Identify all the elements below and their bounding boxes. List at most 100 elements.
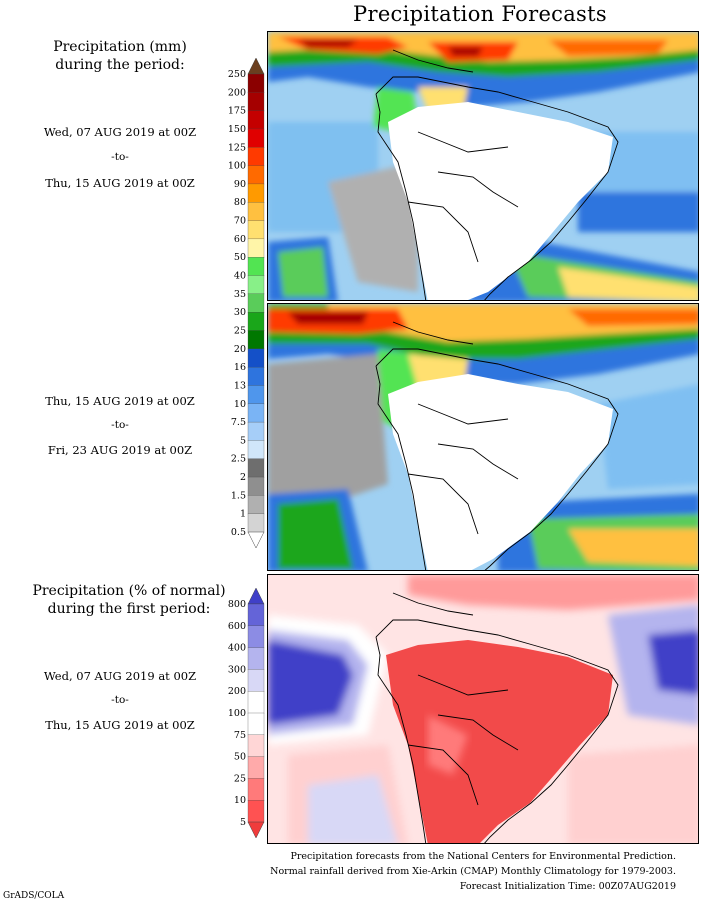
period2-to: -to- (111, 419, 129, 431)
mm-colorbar-tick-label: 35 (234, 289, 246, 300)
map-panel-percent-normal (267, 574, 699, 844)
period1-start: Wed, 07 AUG 2019 at 00Z (43, 125, 197, 139)
pct-colorbar-tick-label: 10 (234, 795, 246, 806)
pct-colorbar-tick-label: 600 (228, 621, 246, 632)
mm-colorbar-swatch (247, 110, 265, 130)
mm-colorbar-tick-label: 1 (240, 509, 246, 520)
pct-colorbar: 800 600 400 300 200 100 75 50 25 10 5 (228, 587, 294, 839)
pct-header-line2: during the first period: (47, 601, 211, 617)
mm-colorbar-tick-label: 40 (234, 271, 246, 282)
footer-line1: Precipitation forecasts from the Nationa… (290, 851, 677, 862)
mm-colorbar-swatch (247, 165, 265, 185)
period3-start: Wed, 07 AUG 2019 at 00Z (43, 669, 197, 683)
period3-end: Thu, 15 AUG 2019 at 00Z (45, 718, 195, 732)
footer-line2: Normal rainfall derived from Xie-Arkin (… (270, 866, 676, 877)
pct-colorbar-svg: 800 600 400 300 200 100 75 50 25 10 5 (228, 587, 265, 839)
pct-colorbar-swatch (247, 691, 265, 714)
mm-colorbar-tick-label: 20 (234, 344, 246, 355)
pct-colorbar-bottom-arrow (247, 821, 265, 839)
mm-colorbar-swatch (247, 73, 265, 93)
mm-colorbar-tick-label: 100 (228, 161, 246, 172)
pct-colorbar-tick-label: 5 (240, 817, 246, 828)
period3-to: -to- (111, 694, 129, 706)
mm-colorbar-swatch (247, 403, 265, 423)
mm-colorbar-swatch (247, 366, 265, 386)
pct-colorbar-swatch (247, 669, 265, 692)
mm-colorbar-tick-label: 60 (234, 234, 246, 245)
pct-colorbar-tick-label: 25 (234, 773, 246, 784)
footer-line3: Forecast Initialization Time: 00Z07AUG20… (459, 881, 676, 892)
period2-end: Fri, 23 AUG 2019 at 00Z (47, 443, 193, 457)
mm-colorbar-svg: 2502001751501251009080706050403530252016… (228, 57, 265, 549)
mm-colorbar-swatch (247, 257, 265, 277)
mm-colorbar-tick-label: 70 (234, 216, 246, 227)
mm-colorbar-tick-label: 0.5 (231, 527, 246, 538)
mm-colorbar-swatch (247, 476, 265, 496)
mm-colorbar-tick-label: 30 (234, 307, 246, 318)
mm-colorbar: 250 200 175 150 125 100 90 80 70 60 50 40 35 30 25 20 16… (228, 57, 294, 549)
pct-colorbar-tick-label: 50 (234, 752, 246, 763)
mm-colorbar-swatch (247, 293, 265, 313)
mm-colorbar-tick-label: 50 (234, 252, 246, 263)
mm-colorbar-tick-label: 1.5 (231, 490, 246, 501)
mm-colorbar-swatch (247, 458, 265, 478)
pct-colorbar-tick-label: 800 (228, 599, 246, 610)
pct-colorbar-tick-label: 400 (228, 643, 246, 654)
mm-colorbar-swatch (247, 348, 265, 368)
mm-colorbar-top-arrow (247, 57, 265, 75)
mm-colorbar-tick-label: 2 (240, 472, 246, 483)
mm-colorbar-swatch (247, 421, 265, 441)
pct-colorbar-swatch (247, 625, 265, 649)
mm-colorbar-tick-label: 80 (234, 197, 246, 208)
mm-colorbar-swatch (247, 147, 265, 167)
mm-colorbar-tick-label: 125 (228, 142, 246, 153)
mm-colorbar-swatch (247, 275, 265, 295)
mm-colorbar-swatch (247, 238, 265, 258)
mm-colorbar-tick-label: 175 (228, 106, 246, 117)
mm-colorbar-tick-label: 2.5 (231, 454, 246, 465)
map-panel-week1 (267, 31, 699, 301)
pct-colorbar-swatch (247, 734, 265, 758)
pct-colorbar-swatch (247, 603, 265, 627)
pct-colorbar-swatch (247, 647, 265, 670)
mm-colorbar-tick-label: 16 (234, 362, 246, 373)
pct-colorbar-tick-label: 300 (228, 664, 246, 675)
pct-colorbar-swatch (247, 778, 265, 801)
mm-colorbar-swatch (247, 385, 265, 405)
mm-colorbar-swatch (247, 495, 265, 515)
mm-header: Precipitation (mm) during the period: (40, 38, 200, 74)
pct-colorbar-tick-label: 100 (228, 708, 246, 719)
period1-to: -to- (111, 151, 129, 163)
mm-colorbar-tick-label: 150 (228, 124, 246, 135)
mm-colorbar-swatch (247, 330, 265, 350)
pct-header-line1: Precipitation (% of normal) (32, 583, 226, 599)
mm-colorbar-swatch (247, 440, 265, 460)
mm-colorbar-swatch (247, 183, 265, 203)
mm-colorbar-swatch (247, 128, 265, 148)
grads-credit: GrADS/COLA (3, 891, 65, 901)
mm-colorbar-swatch (247, 92, 265, 112)
mm-colorbar-tick-label: 25 (234, 325, 246, 336)
pct-colorbar-tick-label: 75 (234, 730, 246, 741)
mm-colorbar-tick-label: 13 (234, 380, 246, 391)
map-panel-week2 (267, 303, 699, 571)
mm-colorbar-swatch (247, 312, 265, 332)
pct-colorbar-tick-label: 200 (228, 686, 246, 697)
mm-header-line2: during the period: (55, 57, 185, 73)
mm-colorbar-swatch (247, 202, 265, 222)
pct-colorbar-swatch (247, 800, 265, 823)
mm-colorbar-swatch (247, 513, 265, 533)
mm-colorbar-tick-label: 5 (240, 435, 246, 446)
mm-colorbar-bottom-arrow (247, 531, 265, 549)
pct-colorbar-swatch (247, 756, 265, 779)
pct-colorbar-swatch (247, 712, 265, 736)
mm-header-line1: Precipitation (mm) (53, 39, 187, 55)
mm-colorbar-swatch (247, 220, 265, 240)
mm-colorbar-tick-label: 200 (228, 87, 246, 98)
mm-colorbar-tick-label: 250 (228, 69, 246, 80)
mm-colorbar-tick-label: 10 (234, 399, 246, 410)
footer-notes: Precipitation forecasts from the Nationa… (270, 849, 676, 894)
mm-colorbar-tick-label: 7.5 (231, 417, 246, 428)
period1-end: Thu, 15 AUG 2019 at 00Z (45, 176, 195, 190)
period2-start: Thu, 15 AUG 2019 at 00Z (45, 394, 195, 408)
